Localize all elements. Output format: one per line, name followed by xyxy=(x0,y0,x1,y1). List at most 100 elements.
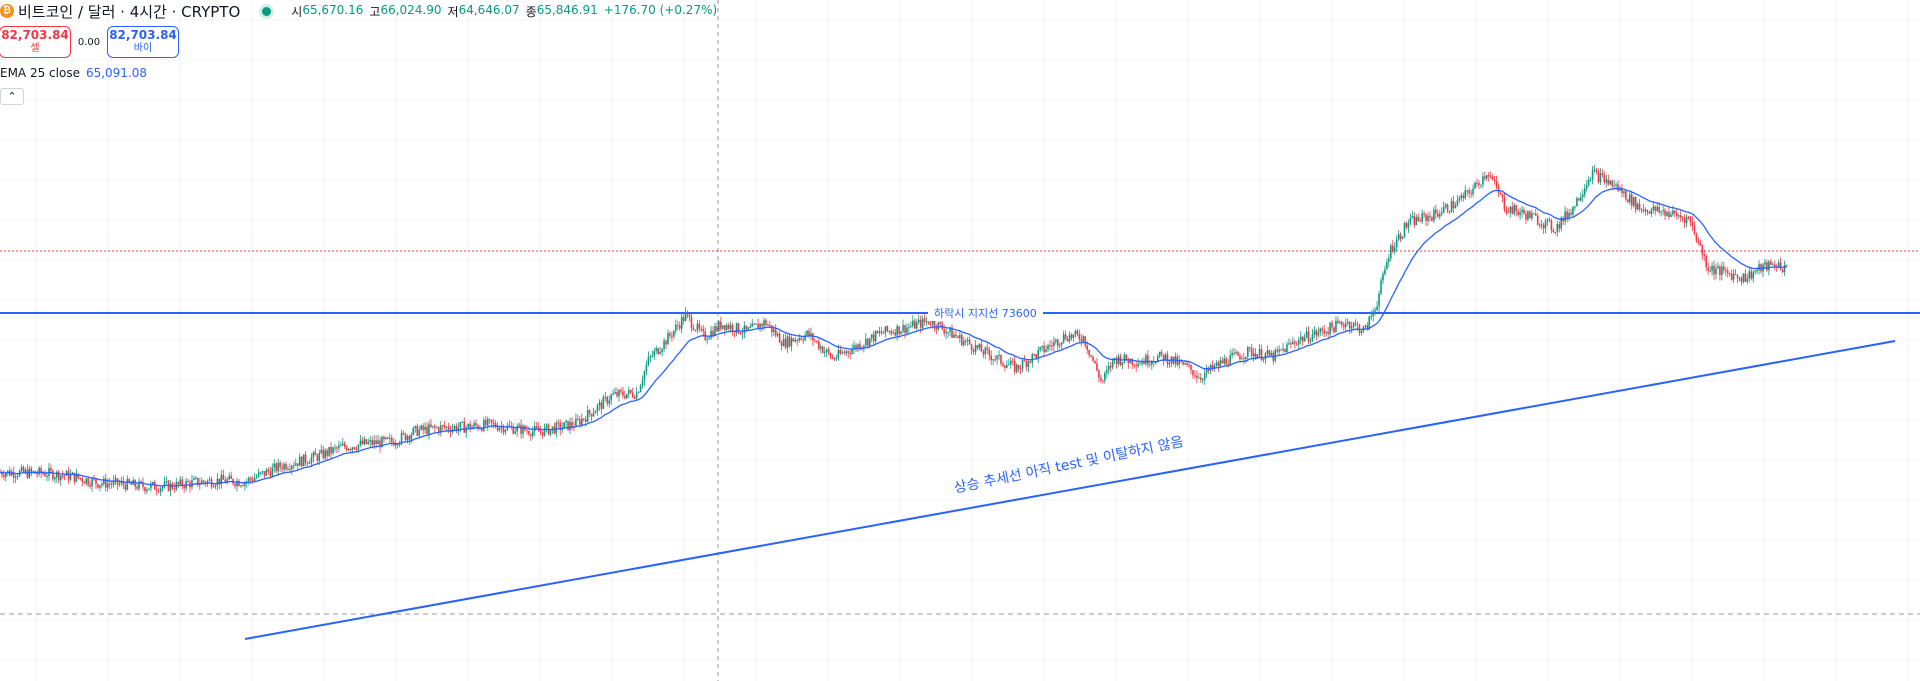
candle-body xyxy=(841,352,844,354)
candle-body xyxy=(1656,206,1659,211)
candle-body xyxy=(1707,267,1709,271)
open-value: 65,670.16 xyxy=(302,2,364,17)
candle-body xyxy=(1485,175,1488,179)
candle-body xyxy=(1147,355,1149,365)
candle-body xyxy=(712,330,714,336)
candle-body xyxy=(1503,197,1506,210)
collapse-legend-button[interactable]: ⌃ xyxy=(0,88,24,105)
support-line-label[interactable]: 하락시 지지선 73600 xyxy=(928,305,1043,321)
candle-body xyxy=(1280,349,1282,351)
bitcoin-icon: ₿ xyxy=(0,4,14,18)
candle-body xyxy=(767,324,769,326)
candle-body xyxy=(267,469,270,472)
candle-body xyxy=(1560,217,1563,229)
candle-body xyxy=(416,425,419,436)
candle-body xyxy=(428,424,430,435)
candle-body xyxy=(1013,361,1016,372)
candle-body xyxy=(1771,264,1774,266)
candle-body xyxy=(1006,365,1008,368)
candle-body xyxy=(680,317,683,329)
candle-body xyxy=(20,467,23,471)
candle-body xyxy=(1141,361,1143,364)
candle-body xyxy=(3,475,5,478)
candle-body xyxy=(1546,219,1549,221)
candle-body xyxy=(1008,364,1010,366)
candle-body xyxy=(479,428,481,430)
candle-body xyxy=(1025,361,1028,367)
spread-value: 0.00 xyxy=(77,36,101,48)
candle-body xyxy=(377,440,379,445)
candle-body xyxy=(1262,359,1265,361)
candle-body xyxy=(1072,334,1075,338)
candle-body xyxy=(915,322,918,329)
candle-body xyxy=(14,476,17,478)
trend-line[interactable] xyxy=(244,340,1896,640)
candle-body xyxy=(882,332,885,334)
candle-body xyxy=(929,323,932,325)
candle-body xyxy=(394,444,397,446)
candle-body xyxy=(567,420,569,430)
candle-body xyxy=(723,325,726,330)
candle-body xyxy=(1239,355,1241,360)
candle-body xyxy=(1440,212,1443,215)
candle-body xyxy=(1601,173,1604,176)
candle-body xyxy=(769,325,771,327)
buy-button[interactable]: 82,703.84 바이 xyxy=(107,26,179,58)
candle-body xyxy=(1595,169,1598,172)
candle-body xyxy=(63,475,66,477)
candle-body xyxy=(1009,360,1012,365)
candle-body xyxy=(1074,330,1077,335)
candle-body xyxy=(1785,265,1788,267)
candle-body xyxy=(490,419,493,423)
candle-body xyxy=(486,419,489,426)
candle-body xyxy=(251,479,254,482)
candle-body xyxy=(1391,245,1394,252)
ema-legend[interactable]: EMA 25 close 65,091.08 xyxy=(0,66,147,80)
candle-body xyxy=(1444,204,1447,208)
candle-body xyxy=(181,479,183,487)
candle-body xyxy=(146,489,148,492)
candle-body xyxy=(396,444,399,446)
candle-body xyxy=(798,338,801,341)
candle-body xyxy=(112,480,115,485)
candle-body xyxy=(688,314,691,318)
candle-body xyxy=(628,389,630,395)
candle-body xyxy=(923,318,926,322)
market-status-icon[interactable] xyxy=(262,6,272,16)
candle-body xyxy=(1337,320,1339,323)
candle-body xyxy=(1538,224,1541,226)
candle-body xyxy=(75,473,78,482)
candle-body xyxy=(1482,176,1484,185)
candle-body xyxy=(494,423,497,428)
candle-body xyxy=(1760,264,1762,272)
candle-body xyxy=(514,431,516,434)
candle-body xyxy=(1080,339,1083,342)
candle-body xyxy=(1487,175,1490,177)
candle-body xyxy=(927,321,930,324)
candle-body xyxy=(1064,334,1067,340)
candle-body xyxy=(1413,216,1416,226)
candle-body xyxy=(1726,270,1729,274)
candle-body xyxy=(206,480,209,484)
candle-body xyxy=(308,463,311,465)
candle-body xyxy=(1491,176,1494,180)
candle-body xyxy=(739,332,742,334)
candle-body xyxy=(48,468,50,476)
candle-body xyxy=(1609,180,1611,185)
candle-body xyxy=(802,339,804,341)
high-label: 고 xyxy=(369,4,381,19)
sell-button[interactable]: 82,703.84 셀 xyxy=(0,26,71,58)
candle-body xyxy=(1403,223,1406,237)
candle-body xyxy=(1098,370,1100,378)
symbol-title[interactable]: 비트코인 / 달러 · 4시간 · CRYPTO xyxy=(18,2,241,21)
candle-body xyxy=(694,330,697,332)
candle-body xyxy=(1268,350,1271,356)
candle-body xyxy=(1570,212,1572,215)
candle-body xyxy=(328,446,330,456)
candle-body xyxy=(330,446,332,454)
candle-body xyxy=(661,349,663,352)
candle-body xyxy=(968,339,971,345)
candle-body xyxy=(1511,206,1514,214)
